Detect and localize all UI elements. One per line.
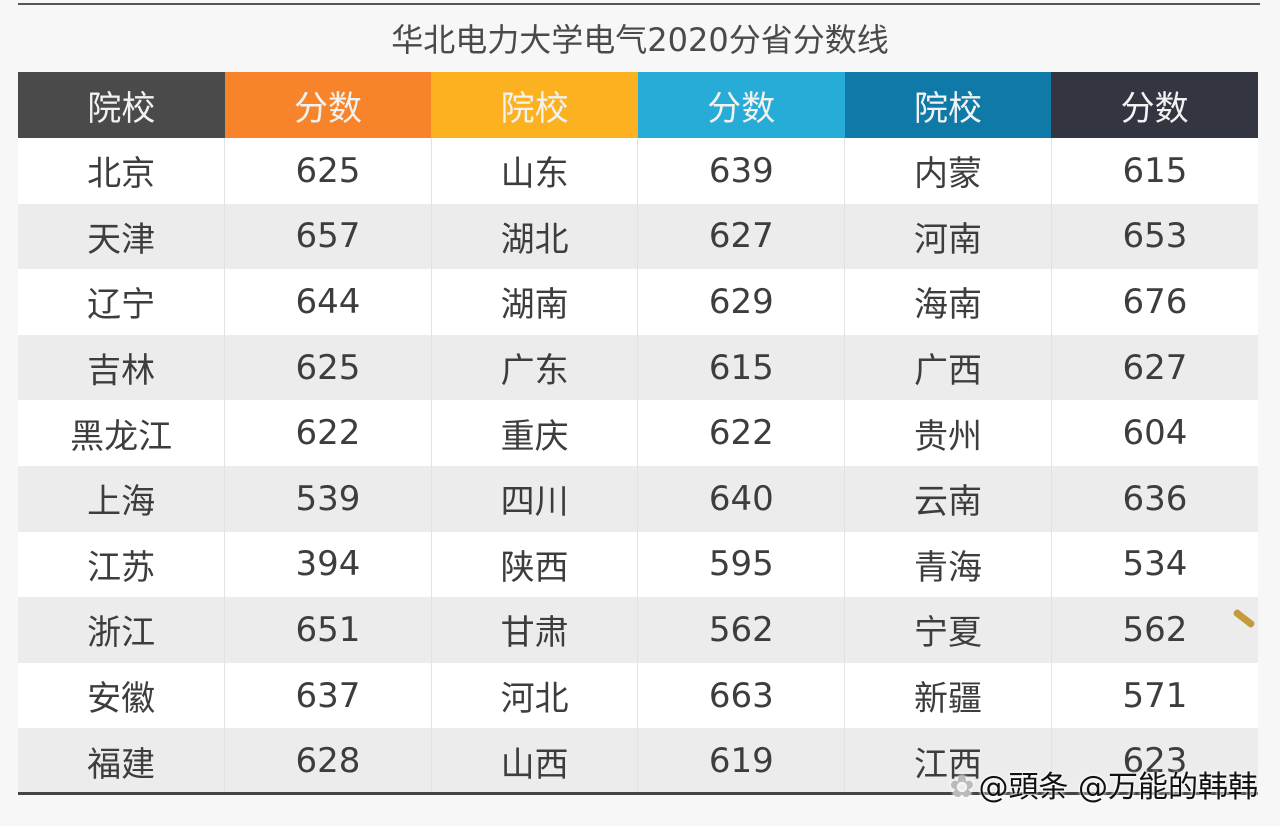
header-score-1: 分数	[224, 72, 432, 138]
top-divider	[18, 3, 1260, 5]
cell-province: 北京	[18, 138, 225, 204]
bottom-divider	[18, 792, 1258, 795]
table-row: 浙江 651 甘肃 562 宁夏 562	[18, 597, 1258, 663]
cell-province: 江西	[844, 728, 1052, 794]
cell-province: 河南	[844, 203, 1052, 270]
watermark-text: @頭条 @万能的韩韩	[978, 770, 1258, 805]
table-row: 天津 657 湖北 627 河南 653	[18, 203, 1258, 270]
table-row: 福建 628 山西 619 江西 623	[18, 728, 1258, 794]
cell-province: 陕西	[430, 531, 638, 598]
table-row: 黑龙江 622 重庆 622 贵州 604	[18, 400, 1258, 466]
cell-province: 海南	[844, 269, 1052, 335]
cell-score: 639	[637, 138, 845, 204]
table-row: 吉林 625 广东 615 广西 627	[18, 334, 1258, 401]
cell-province: 湖南	[430, 269, 638, 335]
cell-score: 628	[224, 728, 432, 794]
header-school-3: 院校	[844, 72, 1052, 138]
cell-province: 甘肃	[430, 597, 638, 663]
cell-score: 615	[1050, 138, 1258, 204]
cell-score: 629	[637, 269, 845, 335]
cell-score: 534	[1050, 531, 1258, 598]
cell-score: 619	[637, 728, 845, 794]
cell-score: 637	[224, 662, 432, 729]
cell-province: 辽宁	[18, 269, 225, 335]
cell-score: 663	[637, 662, 845, 729]
header-score-3: 分数	[1051, 72, 1258, 138]
cell-score: 623	[1050, 728, 1258, 794]
cell-score: 651	[224, 597, 432, 663]
cell-province: 新疆	[844, 662, 1052, 729]
cell-score: 636	[1050, 465, 1258, 532]
page-title: 华北电力大学电气2020分省分数线	[391, 21, 889, 59]
cell-province: 河北	[430, 662, 638, 729]
cell-province: 安徽	[18, 662, 225, 729]
cell-province: 重庆	[430, 400, 638, 466]
table-row: 北京 625 山东 639 内蒙 615	[18, 138, 1258, 204]
watermark: ✿ @頭条 @万能的韩韩	[949, 762, 1258, 806]
cell-score: 676	[1050, 269, 1258, 335]
cell-province: 广西	[844, 334, 1052, 401]
score-table: 院校 分数 院校 分数 院校 分数 北京 625 山东 639 内蒙 615 天津 657 湖北…	[18, 72, 1258, 794]
cell-province: 广东	[430, 334, 638, 401]
cell-score: 644	[224, 269, 432, 335]
cell-province: 湖北	[430, 203, 638, 270]
cell-score: 571	[1050, 662, 1258, 729]
cell-score: 562	[1050, 597, 1258, 663]
table-row: 辽宁 644 湖南 629 海南 676	[18, 269, 1258, 335]
cell-score: 562	[637, 597, 845, 663]
cell-score: 604	[1050, 400, 1258, 466]
header-score-2: 分数	[637, 72, 845, 138]
cell-score: 394	[224, 531, 432, 598]
cell-score: 627	[637, 203, 845, 270]
cell-province: 上海	[18, 465, 225, 532]
cell-province: 浙江	[18, 597, 225, 663]
cell-province: 黑龙江	[18, 400, 225, 466]
cell-province: 云南	[844, 465, 1052, 532]
cell-province: 山东	[430, 138, 638, 204]
table-header-row: 院校 分数 院校 分数 院校 分数	[18, 72, 1258, 138]
watermark-logo-icon: ✿	[949, 770, 975, 805]
table-row: 安徽 637 河北 663 新疆 571	[18, 662, 1258, 729]
cell-score: 622	[224, 400, 432, 466]
cell-score: 625	[224, 138, 432, 204]
cell-province: 吉林	[18, 334, 225, 401]
cell-score: 653	[1050, 203, 1258, 270]
cell-province: 福建	[18, 728, 225, 794]
cell-province: 青海	[844, 531, 1052, 598]
cell-province: 贵州	[844, 400, 1052, 466]
cell-score: 595	[637, 531, 845, 598]
cell-score: 640	[637, 465, 845, 532]
cell-province: 宁夏	[844, 597, 1052, 663]
cell-province: 四川	[430, 465, 638, 532]
cell-score: 539	[224, 465, 432, 532]
table-row: 江苏 394 陕西 595 青海 534	[18, 531, 1258, 598]
cell-score: 627	[1050, 334, 1258, 401]
header-school-2: 院校	[431, 72, 638, 138]
cell-score: 615	[637, 334, 845, 401]
cell-score: 622	[637, 400, 845, 466]
table-row: 上海 539 四川 640 云南 636	[18, 465, 1258, 532]
cell-province: 天津	[18, 203, 225, 270]
cell-province: 内蒙	[844, 138, 1052, 204]
header-school-1: 院校	[18, 72, 225, 138]
cell-score: 657	[224, 203, 432, 270]
cell-score: 625	[224, 334, 432, 401]
cell-province: 江苏	[18, 531, 225, 598]
cell-province: 山西	[430, 728, 638, 794]
